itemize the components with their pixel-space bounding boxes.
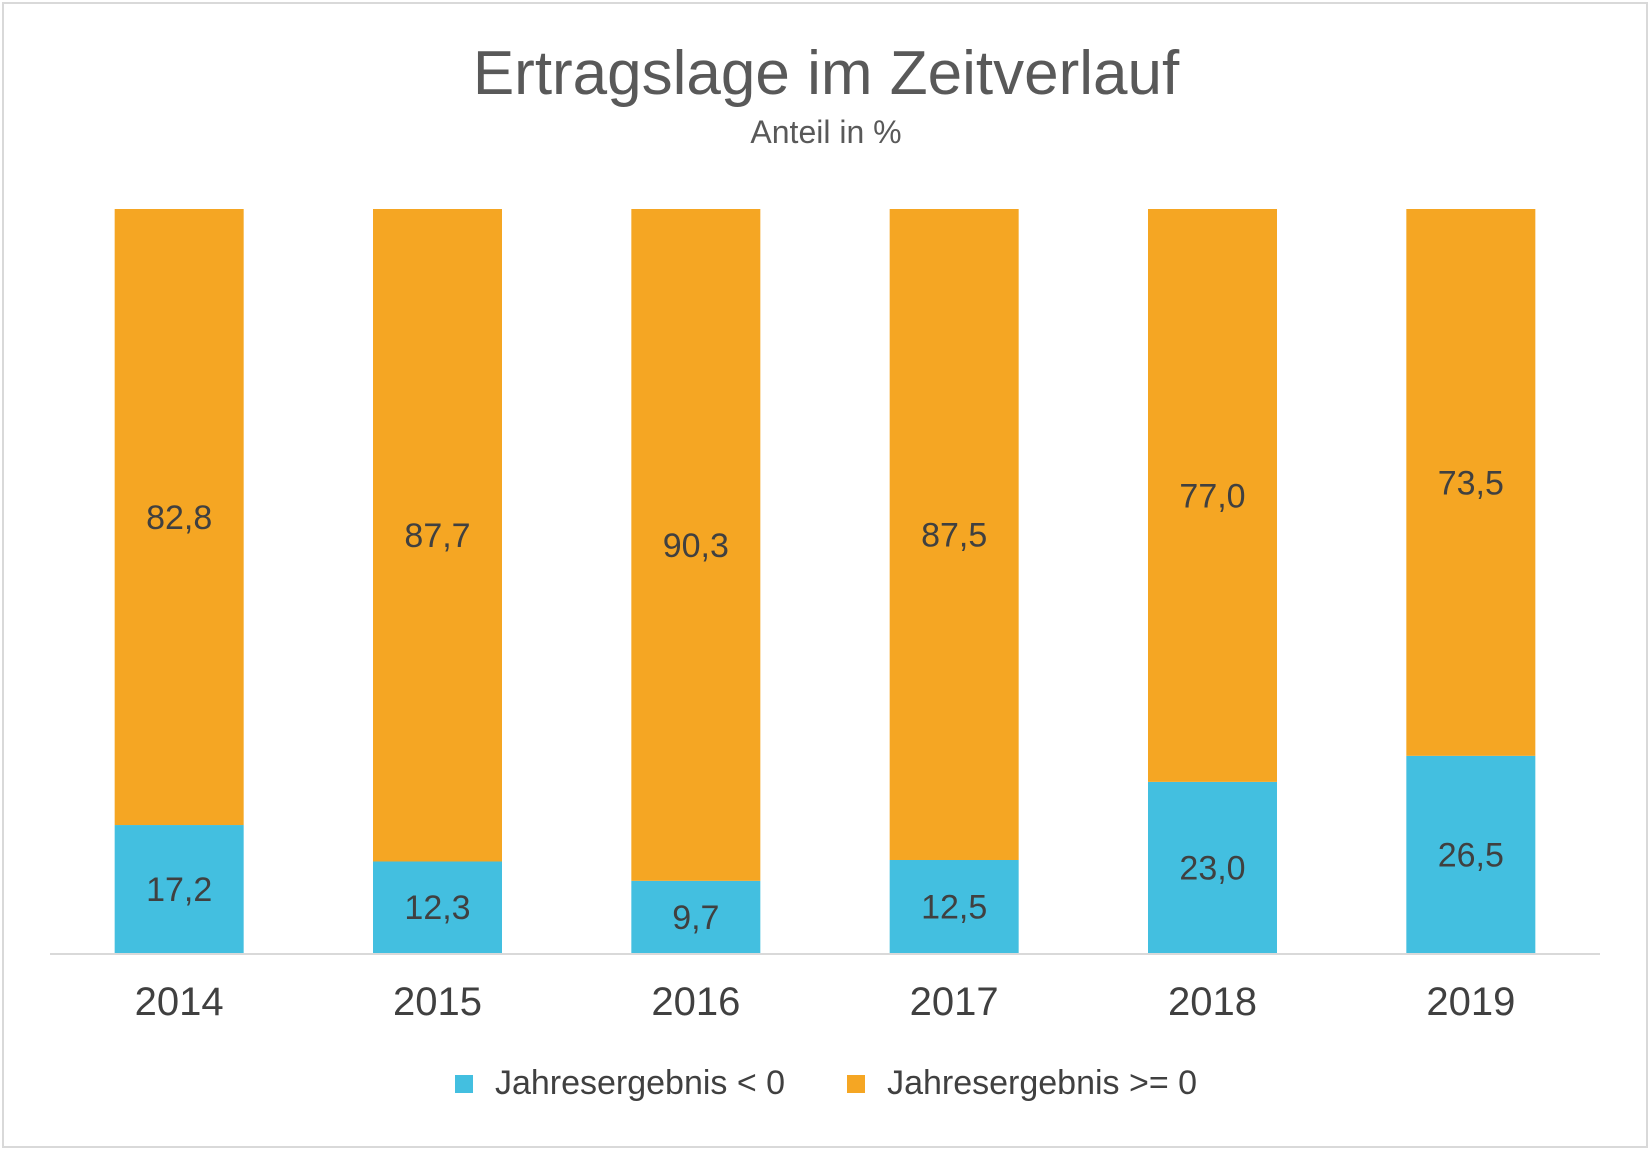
x-tick-label-2015: 2015 bbox=[393, 980, 482, 1024]
legend-item-positive: Jahresergebnis >= 0 bbox=[847, 1064, 1197, 1103]
x-tick-label-2014: 2014 bbox=[135, 980, 224, 1024]
x-tick-label-2018: 2018 bbox=[1168, 980, 1257, 1024]
bar-positive-2018 bbox=[1148, 209, 1277, 782]
data-label-negative-2016: 9,7 bbox=[672, 899, 719, 937]
legend-item-negative: Jahresergebnis < 0 bbox=[454, 1064, 786, 1103]
bar-negative-2017 bbox=[889, 860, 1019, 953]
data-label-negative-2018: 23,0 bbox=[1179, 849, 1245, 887]
bar-positive-2014 bbox=[114, 209, 244, 826]
x-tick-label-2019: 2019 bbox=[1426, 980, 1515, 1024]
legend-label-positive: Jahresergebnis >= 0 bbox=[887, 1064, 1198, 1102]
data-label-negative-2019: 26,5 bbox=[1438, 836, 1504, 874]
data-label-positive-2017: 87,5 bbox=[921, 517, 987, 555]
bar-positive-2019 bbox=[1406, 209, 1536, 756]
x-tick-label-2017: 2017 bbox=[910, 980, 999, 1024]
bar-positive-2016 bbox=[631, 209, 761, 881]
data-label-positive-2018: 77,0 bbox=[1179, 477, 1245, 515]
data-label-positive-2016: 90,3 bbox=[663, 527, 729, 565]
legend-swatch-negative bbox=[454, 1074, 473, 1093]
bar-negative-2014 bbox=[114, 825, 244, 953]
bar-negative-2016 bbox=[631, 880, 761, 953]
x-tick-label-2016: 2016 bbox=[651, 980, 740, 1024]
data-label-positive-2015: 87,7 bbox=[404, 517, 470, 555]
chart-subtitle: Anteil in % bbox=[750, 114, 902, 150]
data-label-negative-2017: 12,5 bbox=[921, 889, 987, 927]
bar-negative-2018 bbox=[1148, 781, 1277, 953]
bar-negative-2019 bbox=[1406, 755, 1536, 953]
data-label-positive-2014: 82,8 bbox=[146, 499, 212, 537]
data-label-negative-2015: 12,3 bbox=[404, 889, 470, 927]
bar-positive-2015 bbox=[373, 209, 502, 862]
chart-legend: Jahresergebnis < 0 Jahresergebnis >= 0 bbox=[0, 1064, 1652, 1103]
bar-positive-2017 bbox=[889, 209, 1019, 860]
data-label-negative-2014: 17,2 bbox=[146, 871, 212, 909]
legend-label-negative: Jahresergebnis < 0 bbox=[494, 1064, 786, 1102]
bar-negative-2015 bbox=[373, 861, 502, 953]
chart-title: Ertragslage im Zeitverlauf bbox=[472, 39, 1180, 108]
data-label-positive-2019: 73,5 bbox=[1438, 464, 1504, 502]
legend-swatch-positive bbox=[847, 1074, 866, 1093]
